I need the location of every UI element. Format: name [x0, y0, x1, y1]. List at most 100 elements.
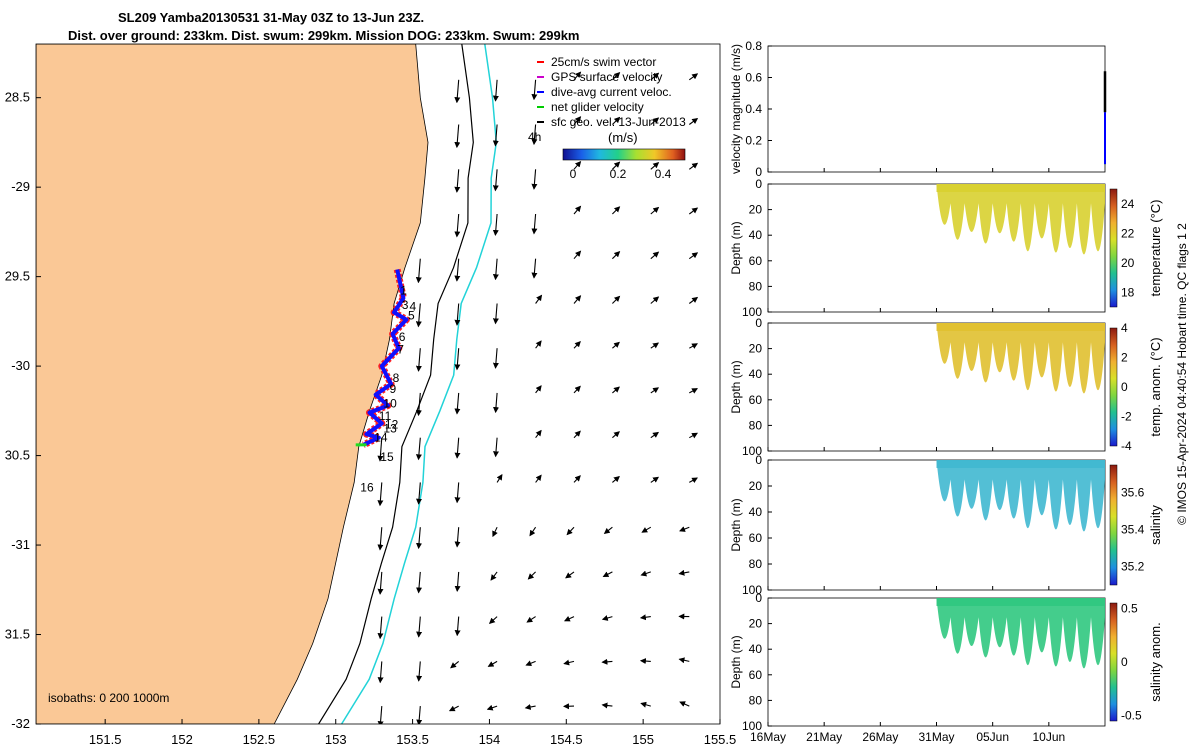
y-tick-label: 0.6 — [745, 71, 762, 85]
vector-arrow — [650, 387, 660, 394]
isobath-note: isobaths: 0 200 1000m — [48, 691, 169, 705]
section-surface-band — [936, 460, 1105, 468]
day-label: 16 — [360, 480, 374, 494]
section-surface-band — [936, 184, 1105, 192]
vector-arrow — [488, 616, 498, 624]
vector-arrow — [492, 258, 499, 281]
colorbar-label: temperature (°C) — [1148, 200, 1163, 297]
vector-arrow — [454, 571, 461, 592]
vector-arrow — [490, 571, 498, 581]
vector-arrow — [454, 527, 461, 548]
y-tick-label: 0.2 — [745, 134, 762, 148]
vector-arrow — [689, 343, 698, 349]
vector-arrow — [573, 71, 582, 81]
panel-frame — [767, 322, 1106, 452]
day-label: 6 — [399, 330, 406, 344]
vector-arrow — [688, 118, 699, 125]
vector-arrow — [573, 160, 582, 170]
vector-arrow — [415, 348, 422, 372]
map-x-tick-label: 155.5 — [704, 732, 737, 747]
vector-arrow — [487, 660, 498, 667]
vector-arrow — [612, 71, 621, 81]
isobath-200m — [318, 44, 474, 724]
y-tick-label: 20 — [749, 342, 763, 356]
legend-entry: net glider velocity — [551, 100, 644, 114]
y-tick-label: 60 — [749, 254, 763, 268]
day-label: 11 — [379, 409, 392, 423]
vector-arrow — [526, 616, 536, 623]
panel-frame — [767, 459, 1106, 591]
vector-arrow — [688, 207, 699, 215]
vector-arrow — [639, 658, 651, 665]
y-tick-label: 80 — [749, 693, 763, 707]
vector-arrow — [454, 303, 461, 326]
map-x-tick-label: 154.5 — [550, 732, 583, 747]
velocity-vectors — [377, 71, 699, 724]
vector-arrow — [612, 475, 620, 483]
vector-arrow — [454, 124, 461, 149]
vector-arrow — [612, 386, 620, 394]
vector-arrow — [486, 704, 498, 711]
vector-arrow — [454, 482, 461, 504]
vector-arrow — [573, 340, 581, 349]
panel-frame — [767, 597, 1106, 727]
vector-arrow — [415, 258, 422, 284]
colorbar-tick-label: 35.6 — [1121, 486, 1145, 500]
vector-arrow — [377, 661, 384, 684]
vector-arrow — [563, 659, 575, 666]
vector-arrow — [531, 258, 538, 279]
vector-arrow — [525, 660, 536, 667]
section-field — [936, 460, 1105, 532]
vector-arrow — [612, 295, 621, 304]
vector-arrow — [377, 527, 384, 551]
vector-arrow — [650, 162, 660, 170]
vector-arrow — [612, 341, 620, 349]
day-label: 14 — [374, 430, 388, 444]
vector-arrow — [688, 162, 699, 170]
vector-arrow — [573, 116, 582, 125]
vector-arrow — [678, 657, 690, 664]
vector-arrow — [416, 482, 422, 505]
vector-arrow — [492, 213, 499, 236]
colorbar-tick-label: 18 — [1121, 285, 1135, 299]
panel-colorbar — [1109, 464, 1118, 586]
day-label: 4 — [410, 300, 417, 314]
vector-arrow — [602, 571, 613, 577]
panel-2: 0 20 40 60 80 100 Depth (m) -4 -2 0 2 4 temp. anom. … — [729, 316, 1163, 458]
section-field — [936, 184, 1105, 255]
vector-arrow — [416, 616, 423, 638]
vector-arrow — [454, 392, 461, 415]
vector-arrow — [527, 571, 536, 580]
day-label: 5 — [408, 309, 415, 323]
panel-3: 0 20 40 60 80 100 Depth (m) 35.2 35.4 35.6salinit… — [729, 453, 1163, 597]
vector-arrow — [573, 430, 581, 439]
vector-arrow — [492, 348, 499, 369]
vector-arrow — [531, 79, 538, 101]
day-label: 7 — [397, 343, 404, 357]
panel-frame — [767, 183, 1106, 313]
vector-arrow — [688, 73, 699, 81]
y-tick-label: 80 — [749, 279, 763, 293]
y-tick-label: 0.4 — [745, 102, 762, 116]
y-tick-label: 20 — [749, 203, 763, 217]
vector-arrow — [650, 296, 660, 304]
section-surface-band — [936, 598, 1105, 606]
vector-arrow — [377, 616, 384, 640]
vector-arrow — [492, 79, 499, 102]
map-colorbar-tick: 0.4 — [655, 167, 672, 181]
map-colorbar-label: (m/s) — [608, 130, 638, 145]
credit-text: © IMOS 15-Apr-2024 04:40:54 Hobart time.… — [1175, 223, 1189, 525]
vector-arrow — [535, 429, 542, 439]
y-tick-label: 0 — [755, 316, 762, 330]
vector-arrow — [650, 72, 660, 81]
map-y-tick-label: -29 — [11, 179, 30, 194]
vector-arrow — [450, 660, 460, 669]
isobath-1000m — [340, 44, 498, 724]
y-tick-label: 40 — [749, 228, 763, 242]
vector-arrow — [573, 295, 582, 304]
vector-arrow — [454, 213, 461, 238]
vector-arrow — [650, 206, 660, 215]
